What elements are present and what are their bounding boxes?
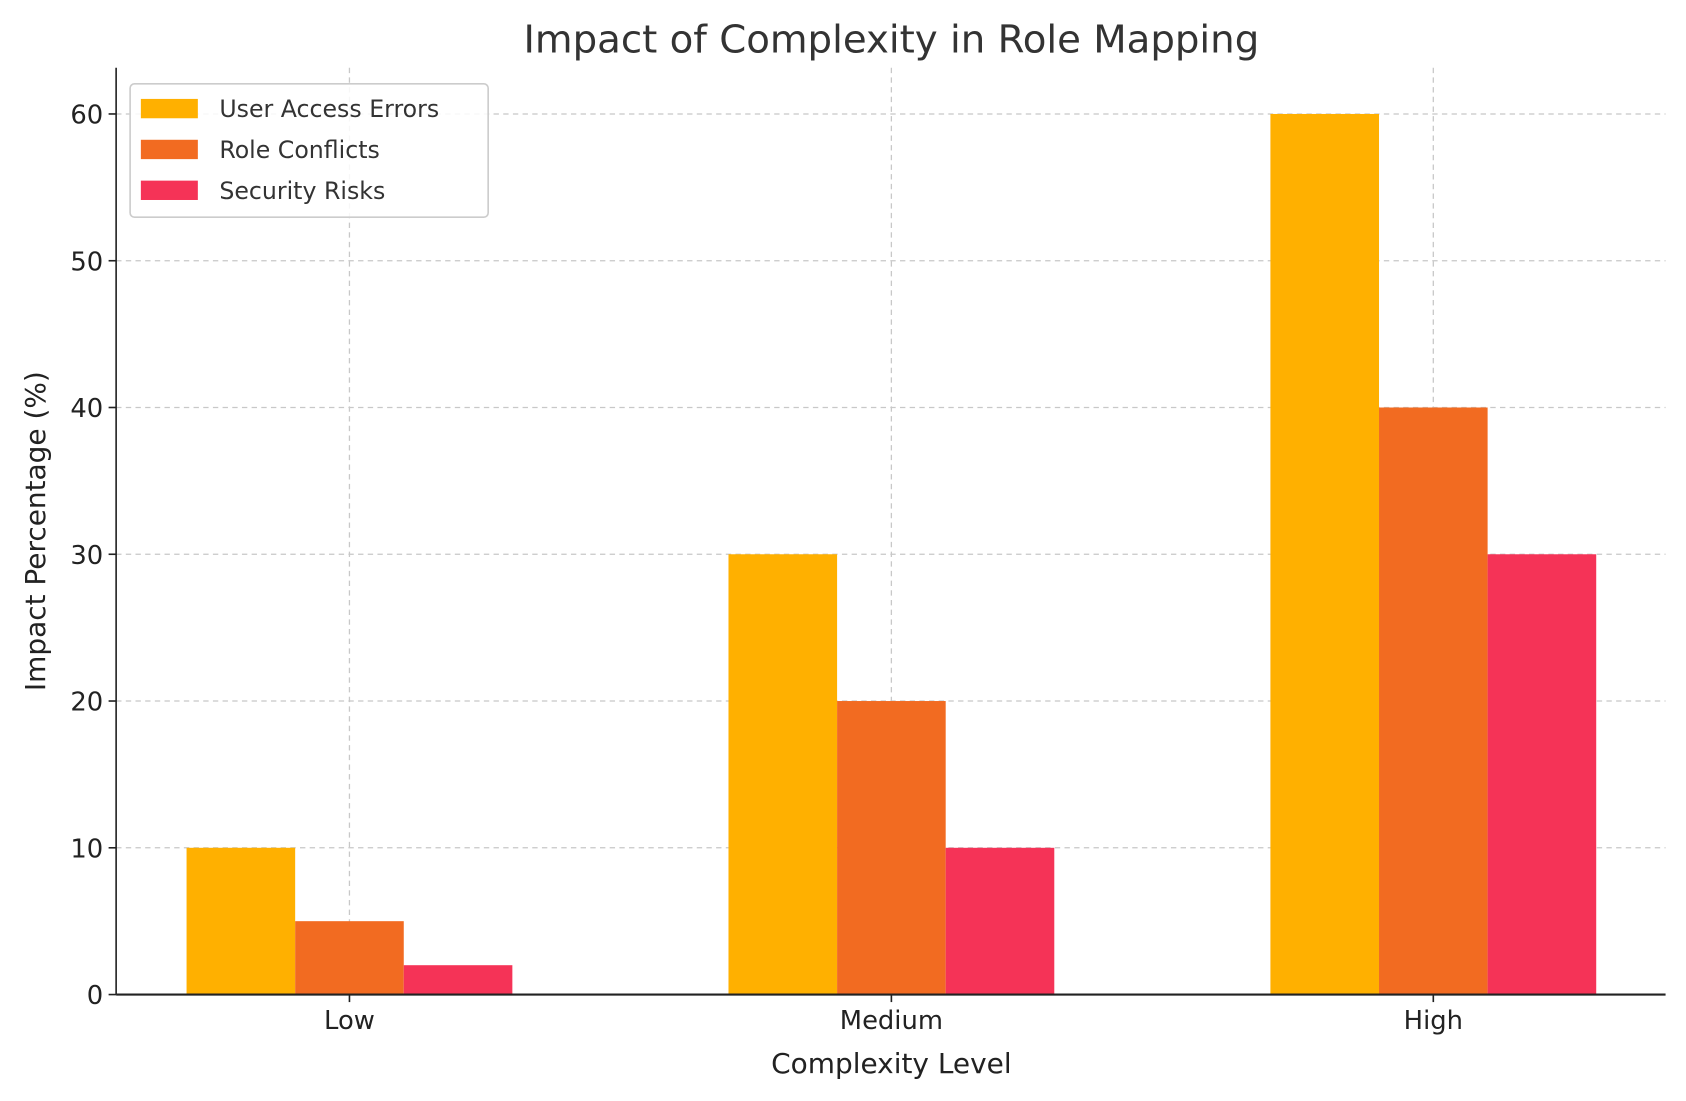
chart-title: Impact of Complexity in Role Mapping: [524, 18, 1260, 63]
bar-role-conflicts-medium: [837, 701, 946, 995]
y-tick-label: 10: [70, 834, 103, 864]
y-tick-label: 20: [70, 688, 103, 718]
y-tick-label: 60: [70, 101, 103, 131]
legend-label: Role Conflicts: [219, 136, 379, 164]
bar-user-access-errors-high: [1270, 113, 1380, 995]
legend-swatch: [140, 98, 198, 119]
legend-swatch: [140, 139, 198, 160]
bar-security-risks-high: [1487, 554, 1597, 995]
x-axis-label: Complexity Level: [771, 1047, 1011, 1080]
bar-security-risks-medium: [945, 847, 1055, 995]
bar-role-conflicts-high: [1379, 407, 1488, 995]
bar-role-conflicts-low: [295, 921, 404, 995]
legend-label: Security Risks: [219, 177, 385, 205]
legend: User Access Errors Role Conflicts Security…: [129, 83, 489, 218]
y-tick-label: 40: [70, 394, 103, 424]
legend-swatch: [140, 180, 198, 200]
x-tick-label: Medium: [840, 1006, 943, 1036]
x-tick-label: Low: [324, 1006, 375, 1036]
bar-security-risks-low: [403, 965, 513, 995]
legend-box: [129, 83, 489, 218]
bar-user-access-errors-medium: [728, 554, 838, 995]
y-tick-label: 30: [70, 541, 103, 571]
bar-user-access-errors-low: [186, 847, 296, 995]
axes: 0 10 20 30 40 50 60 Low Medium High: [70, 67, 1666, 1036]
y-axis-label: Impact Percentage (%): [19, 371, 52, 691]
y-tick-label: 50: [70, 247, 103, 277]
x-tick-label: High: [1404, 1006, 1463, 1036]
legend-label: User Access Errors: [219, 95, 439, 123]
y-tick-label: 0: [87, 981, 103, 1011]
bars: [186, 113, 1597, 995]
